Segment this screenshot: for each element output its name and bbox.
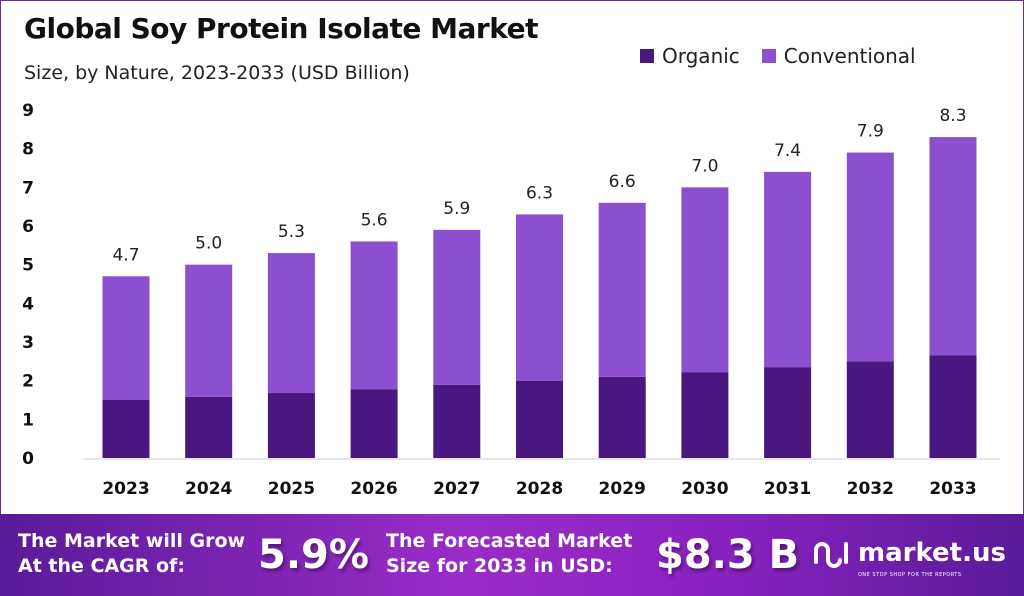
cagr-label: The Market will Grow At the CAGR of: <box>18 530 246 577</box>
data-label-total: 7.9 <box>857 122 884 142</box>
bar-conventional-2028 <box>516 214 563 381</box>
y-tick-label: 0 <box>22 449 34 469</box>
y-tick-label: 2 <box>22 372 34 392</box>
y-tick-label: 4 <box>22 294 34 314</box>
data-label-total: 7.4 <box>774 141 801 161</box>
bar-conventional-2027 <box>433 229 481 385</box>
legend-label-organic: Organic <box>662 44 740 68</box>
brand-name: market.us <box>858 538 1006 568</box>
bar-organic-2023 <box>102 400 150 458</box>
x-tick-label: 2026 <box>350 479 397 499</box>
x-tick-label: 2030 <box>681 479 728 499</box>
y-tick-label: 7 <box>22 178 34 198</box>
y-tick-label: 5 <box>22 256 34 276</box>
bar-organic-2027 <box>433 384 481 458</box>
y-tick-label: 1 <box>22 410 34 430</box>
y-tick-label: 6 <box>22 217 34 237</box>
data-label-total: 5.9 <box>443 199 470 219</box>
data-label-total: 5.6 <box>361 210 388 230</box>
bar-conventional-2030 <box>681 187 729 373</box>
legend-swatch-conventional <box>761 49 776 63</box>
bar-conventional-2032 <box>846 152 894 362</box>
y-tick-label: 9 <box>22 101 34 121</box>
bar-organic-2026 <box>350 389 398 458</box>
bar-conventional-2029 <box>598 202 646 377</box>
bar-organic-2032 <box>846 361 894 458</box>
y-tick-label: 3 <box>22 333 34 353</box>
summary-banner: The Market will Grow At the CAGR of: 5.9… <box>0 514 1024 596</box>
x-tick-label: 2032 <box>847 479 894 499</box>
x-tick-label: 2029 <box>599 479 646 499</box>
x-tick-label: 2031 <box>764 479 811 499</box>
bar-organic-2029 <box>598 376 646 458</box>
bar-conventional-2025 <box>267 253 315 394</box>
legend-item-organic: Organic <box>640 44 740 68</box>
brand-logo: market.us ONE STOP SHOP FOR THE REPORTS <box>812 536 1006 578</box>
legend: Organic Conventional <box>640 44 916 68</box>
bar-organic-2028 <box>516 380 563 458</box>
x-tick-label: 2024 <box>185 479 232 499</box>
data-label-total: 6.3 <box>526 183 553 203</box>
x-tick-label: 2033 <box>929 479 976 499</box>
legend-label-conventional: Conventional <box>783 44 916 68</box>
bar-organic-2030 <box>681 372 729 458</box>
data-label-total: 5.0 <box>195 234 222 254</box>
bar-organic-2033 <box>929 355 977 458</box>
x-tick-label: 2025 <box>268 479 315 499</box>
bar-conventional-2026 <box>350 241 398 390</box>
data-label-total: 8.3 <box>939 106 966 126</box>
bar-conventional-2031 <box>764 171 812 368</box>
bar-organic-2025 <box>267 393 315 458</box>
cagr-value: 5.9% <box>258 532 369 578</box>
forecast-value: $8.3 B <box>656 532 800 578</box>
chart-subtitle: Size, by Nature, 2023-2033 (USD Billion) <box>24 62 410 84</box>
x-tick-label: 2028 <box>516 479 563 499</box>
bar-conventional-2033 <box>929 137 977 356</box>
forecast-label: The Forecasted Market Size for 2033 in U… <box>386 530 633 577</box>
bar-organic-2031 <box>764 367 812 458</box>
bar-conventional-2024 <box>185 264 233 397</box>
data-label-total: 5.3 <box>278 222 305 242</box>
market-us-logo-icon <box>814 542 848 568</box>
chart-title: Global Soy Protein Isolate Market <box>24 12 538 45</box>
data-label-total: 4.7 <box>112 245 139 265</box>
y-tick-label: 8 <box>22 140 34 160</box>
legend-item-conventional: Conventional <box>761 44 916 68</box>
bar-organic-2024 <box>185 396 233 458</box>
legend-swatch-organic <box>640 49 654 63</box>
brand-tagline: ONE STOP SHOP FOR THE REPORTS <box>858 572 962 578</box>
data-label-total: 6.6 <box>609 172 636 192</box>
x-tick-label: 2027 <box>433 479 480 499</box>
data-label-total: 7.0 <box>691 156 718 176</box>
bar-conventional-2023 <box>102 276 150 400</box>
x-tick-label: 2023 <box>102 479 149 499</box>
bar-chart: 0 1 2 3 4 5 6 7 8 9 4.7 2023 5.0 2024 5.3 2025 5.6 2026 5.… <box>22 101 1000 499</box>
